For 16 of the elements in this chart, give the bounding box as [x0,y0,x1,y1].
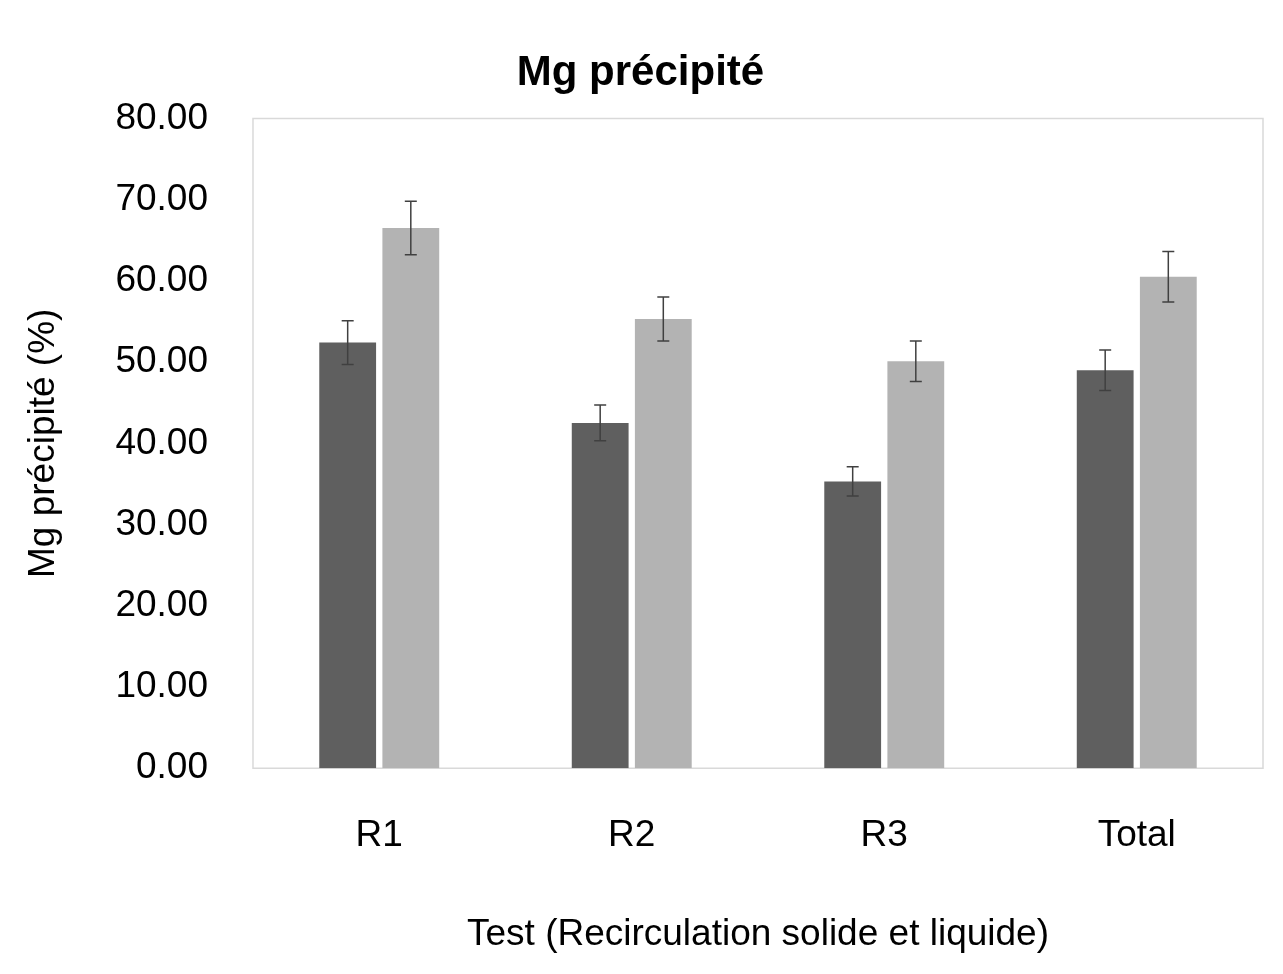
y-tick-label: 30.00 [115,501,208,543]
y-tick-label: 50.00 [115,339,208,381]
y-tick-label: 70.00 [115,176,208,218]
x-tick-label: R3 [860,812,908,854]
y-tick-label: 20.00 [115,582,208,624]
x-tick-label: R1 [355,812,403,854]
y-tick-label: 60.00 [115,258,208,300]
y-tick-label: 40.00 [115,420,208,462]
x-tick-label: R2 [608,812,656,854]
y-tick-label: 10.00 [115,664,208,706]
x-axis-title: Test (Recirculation solide et liquide) [467,912,1049,953]
y-tick-label: 0.00 [135,745,208,787]
y-axis-title: Mg précipité (%) [21,308,63,578]
y-tick-label: 80.00 [115,95,208,137]
chart-title: Mg précipité [516,46,765,94]
x-tick-label: Total [1097,812,1176,854]
